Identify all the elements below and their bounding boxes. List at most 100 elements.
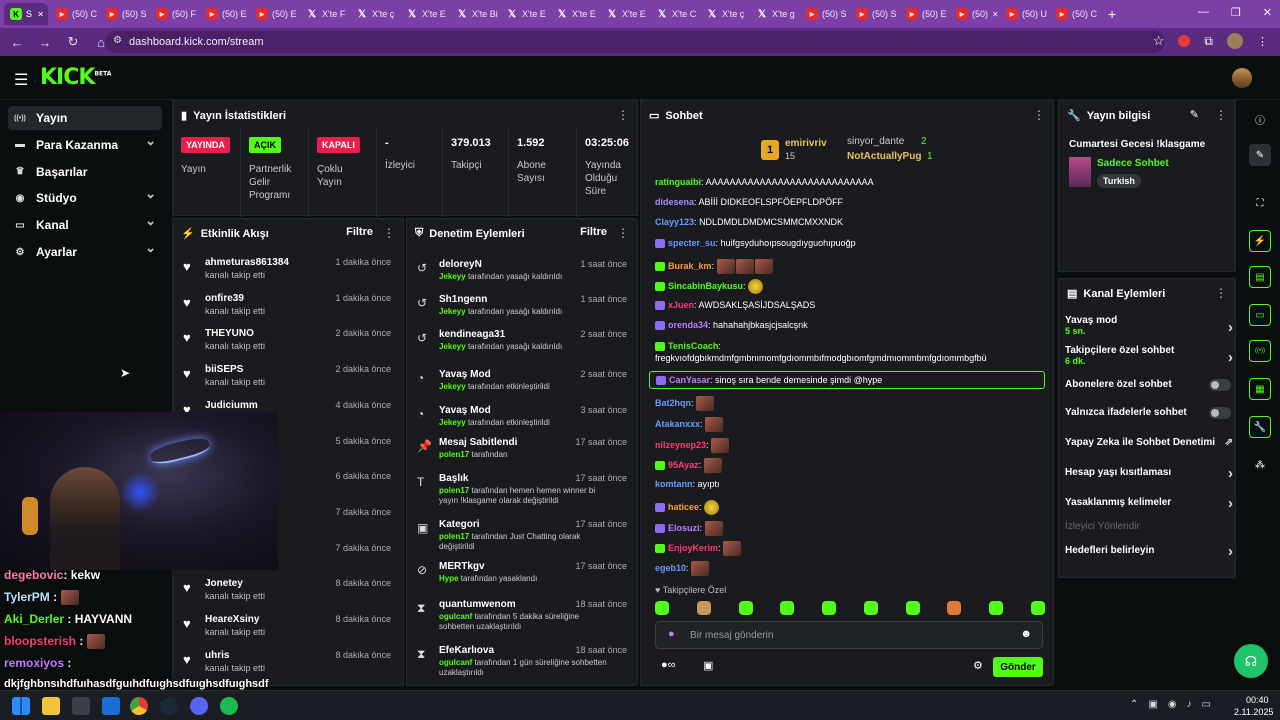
browser-tab[interactable]: 𝕏X'te E✕: [500, 3, 548, 25]
moderator-name[interactable]: Hype: [439, 574, 459, 583]
activity-item[interactable]: ♥ biiSEPS kanalı takip etti 2 dakika önce: [173, 360, 401, 396]
chat-username[interactable]: haticee: [668, 501, 700, 512]
browser-tab[interactable]: ▶(50) C✕: [50, 3, 98, 25]
info-icon[interactable]: ⓘ: [1255, 115, 1265, 127]
broadcast-icon[interactable]: ((•)): [1249, 340, 1271, 362]
close-icon[interactable]: ✕: [1262, 7, 1272, 19]
quick-emote-icon[interactable]: [947, 601, 962, 615]
chat-username[interactable]: Atakanxxx: [655, 418, 701, 429]
chat-username[interactable]: 95Ayaz: [668, 459, 699, 470]
activity-item[interactable]: ♥ THEYUNO kanalı takip etti 2 dakika önce: [173, 324, 401, 360]
user-avatar[interactable]: [1232, 68, 1252, 88]
toggle-switch[interactable]: [1209, 407, 1231, 419]
chat-username[interactable]: nilzeynep23: [655, 439, 707, 450]
browser-tab[interactable]: 𝕏X'te C✕: [650, 3, 698, 25]
moderation-item[interactable]: ↺ deloreyN Jekeyy tarafından yasağı kaldır…: [407, 257, 635, 293]
moderation-item[interactable]: ◔ Yavaş Mod Jekeyy tarafından etkinleştiri…: [407, 367, 635, 403]
bookmark-star-icon[interactable]: ☆: [1152, 33, 1165, 48]
chrome-icon[interactable]: [130, 697, 148, 715]
moderation-item[interactable]: T Başlık polen17 tarafından hemen hemen wi…: [407, 471, 635, 507]
chat-message[interactable]: 95Ayaz:: [655, 458, 723, 473]
chevron-right-icon[interactable]: ›: [1228, 543, 1233, 560]
maximize-icon[interactable]: ❐: [1230, 7, 1241, 19]
tag-chip[interactable]: Turkish: [1097, 174, 1141, 188]
channel-action-item[interactable]: Abonelere özel sohbet: [1065, 379, 1233, 391]
quick-emote-icon[interactable]: [863, 601, 878, 615]
sidebar-item-2[interactable]: ♛ Başarılar: [8, 160, 162, 184]
activity-menu-icon[interactable]: ⋮: [383, 226, 395, 240]
chevron-down-icon[interactable]: ⌄: [145, 240, 156, 255]
moderation-filter-button[interactable]: Filtre: [580, 226, 607, 238]
tray-icons[interactable]: ⌃▣◉♪▭: [1130, 699, 1222, 710]
back-icon[interactable]: ←: [10, 34, 24, 50]
send-button[interactable]: Gönder: [993, 657, 1043, 677]
moderation-item[interactable]: ▣ Kategori polen17 tarafından Just Chattin…: [407, 517, 635, 553]
steam-icon[interactable]: [160, 697, 178, 715]
chat-message[interactable]: didesena: ABİİİ DIDKEOFLSPFÖEPFLDPÖFF: [655, 197, 844, 207]
moderation-item[interactable]: ◔ Yavaş Mod Jekeyy tarafından etkinleştiri…: [407, 403, 635, 439]
channel-action-item[interactable]: Yapay Zeka ile Sohbet Denetimi ⇗: [1065, 437, 1233, 448]
moderator-name[interactable]: Jekeyy: [439, 307, 466, 316]
site-info-icon[interactable]: ⚙: [113, 35, 122, 46]
list-icon[interactable]: ▤: [1249, 266, 1271, 288]
moderator-name[interactable]: polen17: [439, 486, 470, 495]
browser-tab[interactable]: 𝕏X'te Bi✕: [450, 3, 498, 25]
browser-tab[interactable]: ▶(50) E✕: [250, 3, 298, 25]
chat-message[interactable]: Bat2hqn:: [655, 396, 715, 411]
category-name[interactable]: Sadece Sohbet: [1097, 158, 1169, 169]
moderator-name[interactable]: Jekeyy: [439, 342, 466, 351]
chat-settings-icon[interactable]: ⚙: [973, 660, 983, 672]
browser-tab[interactable]: 𝕏X'te g✕: [750, 3, 798, 25]
url-field[interactable]: ⚙ dashboard.kick.com/stream: [105, 31, 1165, 53]
chevron-down-icon[interactable]: ⌄: [145, 186, 156, 202]
chat-username[interactable]: egeb10: [655, 562, 687, 573]
browser-tab[interactable]: 𝕏X'te ç✕: [700, 3, 748, 25]
chevron-right-icon[interactable]: ›: [1228, 319, 1233, 336]
scan-icon[interactable]: ⛶: [1256, 197, 1264, 209]
browser-tab[interactable]: 𝕏X'te ç✕: [350, 3, 398, 25]
channel-action-item[interactable]: Yalnızca ifadelerle sohbet: [1065, 407, 1233, 419]
tab-close-icon[interactable]: ✕: [37, 9, 44, 19]
chat-extras-icon[interactable]: ●∞: [661, 659, 676, 671]
channel-action-item[interactable]: Yasaklanmış kelimeler ›: [1065, 495, 1233, 512]
browser-menu-icon[interactable]: ⋮: [1257, 35, 1268, 48]
activity-item[interactable]: ♥ HeareXsiny kanalı takip etti 8 dakika önc…: [173, 610, 401, 646]
browser-tab[interactable]: 𝕏X'te F✕: [300, 3, 348, 25]
activity-item[interactable]: ♥ Jonetey kanalı takip etti 8 dakika önce: [173, 574, 401, 610]
moderation-menu-icon[interactable]: ⋮: [617, 226, 629, 240]
chat-username[interactable]: CanYasar: [669, 375, 711, 385]
chat-username[interactable]: orenda34: [668, 320, 709, 330]
chevron-right-icon[interactable]: ›: [1228, 465, 1233, 482]
chat-username[interactable]: Elosuzi: [668, 522, 700, 533]
hamburger-menu-icon[interactable]: ☰: [14, 72, 29, 89]
chat-username[interactable]: xJuen: [668, 300, 695, 310]
chat-username[interactable]: didesena: [655, 197, 695, 207]
moderator-name[interactable]: Jekeyy: [439, 272, 466, 281]
quick-emote-icon[interactable]: [822, 601, 837, 615]
chevron-right-icon[interactable]: ›: [1228, 495, 1233, 512]
stream-info-menu-icon[interactable]: ⋮: [1215, 108, 1227, 122]
wrench-icon[interactable]: 🔧: [1249, 416, 1271, 438]
channel-action-item[interactable]: Hesap yaşı kısıtlaması ›: [1065, 465, 1233, 482]
browser-tab[interactable]: 𝕏X'te E✕: [600, 3, 648, 25]
extensions-puzzle-icon[interactable]: ⧉: [1204, 33, 1213, 48]
moderator-name[interactable]: Jekeyy: [439, 418, 466, 427]
chat-message[interactable]: Elosuzi:: [655, 521, 724, 536]
quick-emote-icon[interactable]: [780, 601, 795, 615]
browser-tab[interactable]: ▶(50) F✕: [150, 3, 198, 25]
chat-message[interactable]: Clayy123: NDLDMDLDMDMCSMMCMXXNDK: [655, 217, 844, 227]
channel-actions-menu-icon[interactable]: ⋮: [1215, 286, 1227, 300]
windows-start-icon[interactable]: [12, 697, 30, 715]
discord-icon[interactable]: [190, 697, 208, 715]
activity-item[interactable]: ♥ onfire39 kanalı takip etti 1 dakika önce: [173, 289, 401, 325]
sidebar-item-5[interactable]: ⚙ Ayarlar ⌄: [8, 240, 162, 264]
chat-message[interactable]: komtann: ayıptı: [655, 479, 720, 489]
browser-tab[interactable]: 𝕏X'te E✕: [550, 3, 598, 25]
gift-icon[interactable]: ▣: [703, 660, 714, 672]
chat-username[interactable]: SincabinBaykusu: [668, 280, 744, 291]
channel-action-item[interactable]: Takipçilere özel sohbet 6 dk. ›: [1065, 345, 1233, 366]
chat-username[interactable]: Clayy123: [655, 217, 695, 227]
chat-message[interactable]: haticee:: [655, 500, 720, 515]
activity-item[interactable]: ♥ ahmeturas861384 kanalı takip etti 1 dakik…: [173, 253, 401, 289]
spotify-icon[interactable]: [220, 697, 238, 715]
